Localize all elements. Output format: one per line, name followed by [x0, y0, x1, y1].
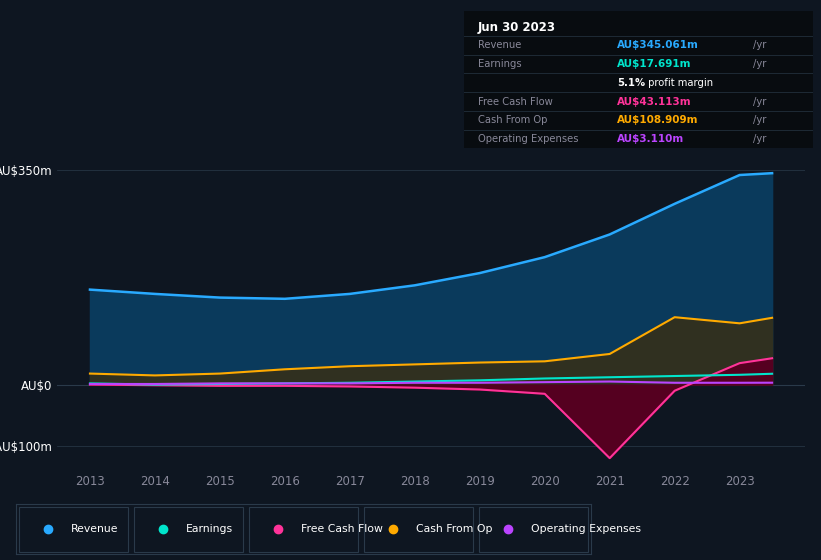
Text: Free Cash Flow: Free Cash Flow	[301, 524, 383, 534]
Text: /yr: /yr	[754, 59, 767, 69]
Text: profit margin: profit margin	[645, 78, 713, 88]
Text: 5.1%: 5.1%	[617, 78, 645, 88]
Text: /yr: /yr	[754, 115, 767, 125]
Text: Jun 30 2023: Jun 30 2023	[478, 21, 556, 34]
Text: AU$345.061m: AU$345.061m	[617, 40, 699, 50]
Text: /yr: /yr	[754, 96, 767, 106]
FancyBboxPatch shape	[135, 506, 244, 552]
Text: Revenue: Revenue	[478, 40, 521, 50]
Text: AU$43.113m: AU$43.113m	[617, 96, 692, 106]
Text: Revenue: Revenue	[71, 524, 118, 534]
Text: AU$17.691m: AU$17.691m	[617, 59, 692, 69]
Text: Free Cash Flow: Free Cash Flow	[478, 96, 553, 106]
Text: Earnings: Earnings	[478, 59, 521, 69]
FancyBboxPatch shape	[365, 506, 474, 552]
Text: /yr: /yr	[754, 40, 767, 50]
Text: Cash From Op: Cash From Op	[478, 115, 548, 125]
FancyBboxPatch shape	[479, 506, 588, 552]
Text: Operating Expenses: Operating Expenses	[531, 524, 640, 534]
Text: /yr: /yr	[754, 134, 767, 144]
Text: Operating Expenses: Operating Expenses	[478, 134, 578, 144]
Text: Cash From Op: Cash From Op	[416, 524, 493, 534]
FancyBboxPatch shape	[20, 506, 129, 552]
Text: AU$3.110m: AU$3.110m	[617, 134, 685, 144]
Text: AU$108.909m: AU$108.909m	[617, 115, 699, 125]
FancyBboxPatch shape	[250, 506, 358, 552]
Text: Earnings: Earnings	[186, 524, 233, 534]
